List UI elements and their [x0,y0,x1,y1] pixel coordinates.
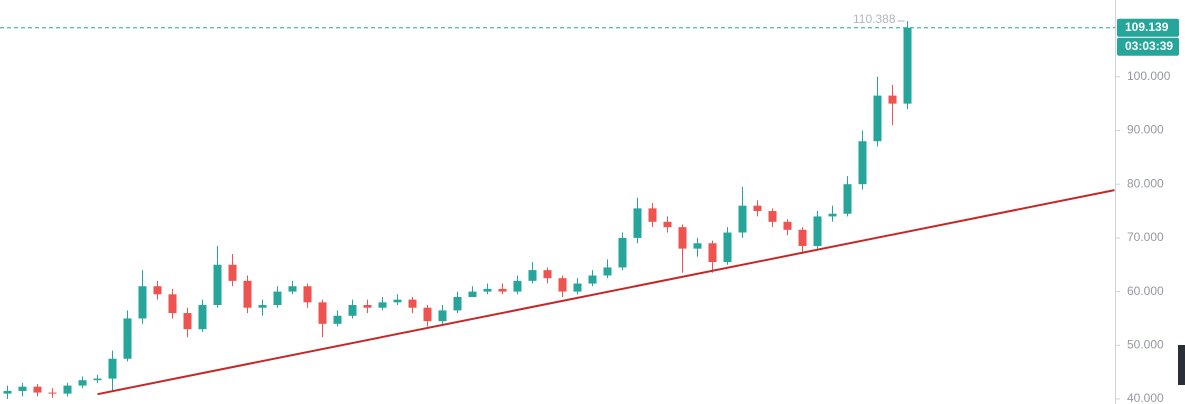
candle-body [888,95,897,104]
candle-body [213,264,222,306]
candle-body [498,288,507,292]
last-price-box [1117,18,1179,37]
candle-body [123,318,132,359]
candle-body [768,211,777,222]
candle-body [333,315,342,324]
candle-body [138,286,147,319]
y-tick-label: 50.000 [1127,337,1164,351]
candle-body [663,221,672,228]
y-tick-label: 70.000 [1127,230,1164,244]
candle-body [738,205,747,233]
candle-body [708,243,717,263]
candle-body [543,270,552,279]
candle-body [78,380,87,386]
candle-body [798,229,807,246]
candle-body [843,184,852,214]
candle-body [903,27,912,104]
countdown-label: 03:03:39 [1125,39,1173,53]
candle-body [3,390,12,394]
candle-body [528,270,537,281]
candle-body [753,205,762,212]
candle-body [273,291,282,306]
candle-body [573,283,582,292]
candle-body [228,264,237,281]
candle-body [858,141,867,185]
candle-body [693,243,702,249]
candle-body [243,280,252,308]
candle-body [483,288,492,292]
candle-body [618,237,627,268]
candle-body [48,392,57,394]
candle-body [108,358,117,379]
candle-body [363,305,372,308]
candle-body [603,267,612,276]
candle-body [408,299,417,308]
candle-body [168,294,177,314]
candle-body [258,305,267,308]
side-handle[interactable] [1178,345,1185,385]
candle-body [198,305,207,330]
candle-body [588,275,597,284]
candle-body [648,208,657,222]
candle-body [453,296,462,311]
candle-body [18,386,27,391]
countdown-box [1117,37,1179,56]
y-tick-label: 80.000 [1127,176,1164,190]
candle-body [873,95,882,142]
candle-body [318,302,327,324]
candle-body [513,280,522,292]
candle-body [438,310,447,322]
y-tick-label: 90.000 [1127,123,1164,137]
candle-body [183,313,192,330]
candle-body [558,278,567,292]
y-tick-label: 100.000 [1127,69,1171,83]
trendline [97,189,1115,396]
candle-body [813,216,822,246]
candle-body [153,286,162,295]
candle-body [633,208,642,238]
last-price-label: 109.139 [1125,20,1169,34]
candle-body [93,378,102,381]
candle-body [423,307,432,322]
candle-body [678,227,687,249]
candle-body [378,302,387,308]
y-tick-label: 40.000 [1127,391,1164,404]
candle-body [33,386,42,393]
candle-body [393,299,402,303]
candle-body [303,286,312,303]
candle-body [63,385,72,394]
candle-body [723,232,732,263]
candle-body [783,221,792,230]
candle-body [468,291,477,297]
high-marker-label: 110.388 [853,12,896,26]
candle-body [348,305,357,316]
candle-body [828,213,837,217]
candle-body [288,286,297,292]
y-tick-label: 60.000 [1127,284,1164,298]
